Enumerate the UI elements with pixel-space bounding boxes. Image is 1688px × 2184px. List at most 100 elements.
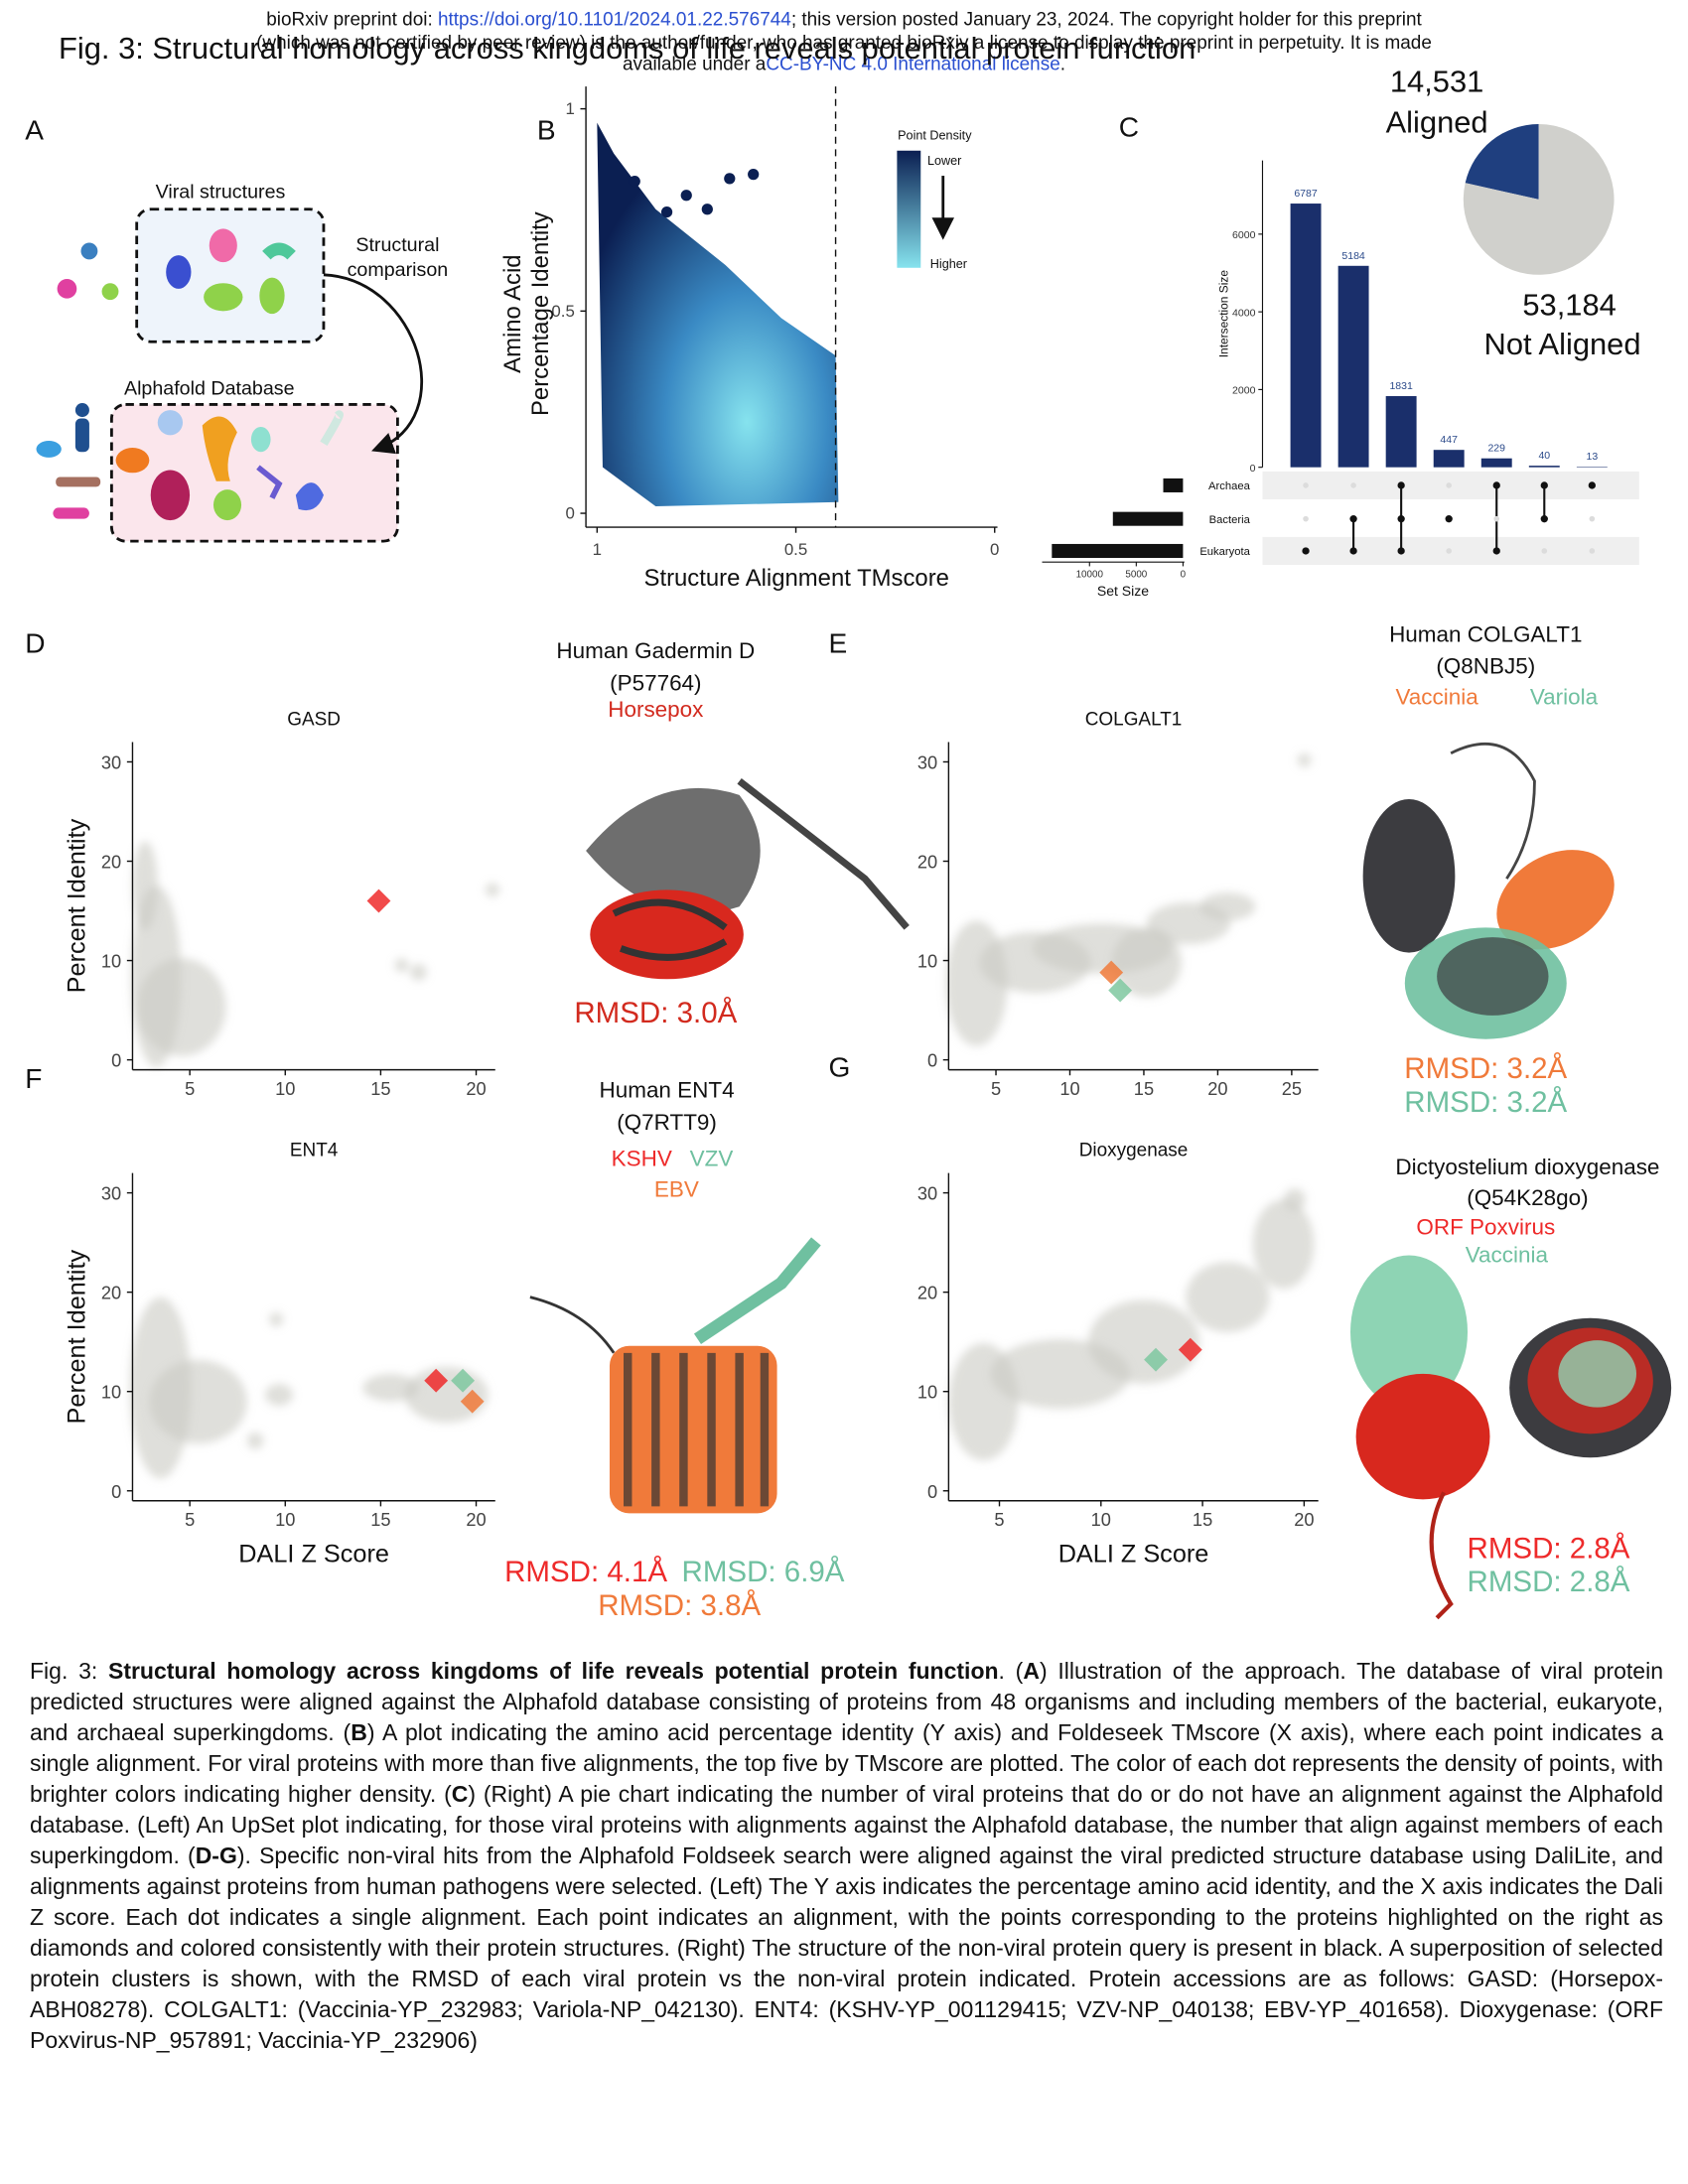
x-tick-label: 15 [1193,1509,1212,1530]
background-cloud [132,841,158,931]
bar-value-label: 447 [1440,434,1458,446]
density-cloud [597,122,839,507]
bar [1290,204,1322,468]
header-line: bioRxiv preprint doi: https://doi.org/10… [266,9,1422,30]
background-points [945,752,1312,1046]
bar-value-label: 5184 [1341,250,1365,262]
virus-icon [101,283,119,301]
x-tick-label: 1 [593,540,602,559]
organism-icon [36,440,62,458]
panel-a-label: comparison [348,259,449,281]
matrix-dot [1589,515,1596,522]
rmsd-label: RMSD: 3.0Å [574,997,737,1029]
structure-accession: (Q8NBJ5) [1436,654,1535,679]
caption-text: . ( [998,1658,1024,1684]
comparison-arrow [323,273,424,455]
highlight-diamond [451,1368,475,1393]
x-tick-label: 10 [1091,1509,1111,1530]
structure-e [1437,937,1549,1016]
protein-blob [157,410,184,436]
set-size-bar [1052,543,1184,559]
background-cloud [394,958,409,973]
header-text: ; this version posted January 23, 2024. … [791,9,1423,30]
structure-g [1350,1255,1469,1410]
matrix-dot [1445,515,1453,523]
y-tick-label: 0.5 [551,302,574,321]
caption-text: ) Illustration of the approach. The data… [30,1658,1663,1745]
y-tick-label: 30 [101,1183,121,1204]
rmsd-label: RMSD: 4.1Å [504,1556,667,1588]
matrix-dot [1397,547,1405,555]
caption-text: Fig. 3: [30,1658,108,1684]
x-tick-label: 10 [275,1509,295,1530]
y-tick-label: 4000 [1232,307,1256,319]
structure-d [586,787,761,914]
y-tick-label: 10 [917,1382,937,1403]
y-tick-label: 20 [101,1283,121,1303]
structure-e [1496,850,1615,950]
highlight-diamond [1099,960,1124,985]
panel-a-illustration [36,207,424,543]
chart-title: Dioxygenase [1079,1141,1189,1161]
background-cloud [362,1373,419,1403]
bar [1337,265,1369,468]
structure-g [1429,1491,1454,1620]
panel-a-label: Structural [355,234,439,256]
background-cloud [1297,752,1312,767]
background-cloud [1087,1299,1200,1384]
virus-name: Vaccinia [1395,685,1478,710]
y-tick-label: 2000 [1232,385,1256,397]
set-label: Eukaryota [1199,546,1250,558]
pie-category-label: Not Aligned [1484,327,1641,361]
y-tick-label: 6000 [1232,229,1256,241]
x-tick-label: 0 [990,540,999,559]
virus-icon [57,279,77,299]
matrix-dot [1541,548,1548,554]
legend-gradient [897,150,921,268]
protein-blob [202,416,237,481]
protein-blob [259,277,285,315]
background-cloud [136,958,226,1056]
bar-value-label: 40 [1538,450,1550,462]
highlight-diamond [1144,1347,1168,1372]
rmsd-label: RMSD: 3.8Å [598,1589,761,1622]
protein-blob [150,470,191,521]
protein-blob [209,228,237,263]
x-tick-label: 15 [1134,1078,1154,1099]
rmsd-label: RMSD: 3.2Å [1404,1052,1567,1085]
chart-title: COLGALT1 [1085,710,1183,731]
header-text: available under a [623,54,767,74]
y-tick-label: 30 [917,751,937,772]
protein-blob [212,489,242,521]
organism-icon [74,418,89,453]
panel-label: B [537,115,556,146]
y-tick-label: 30 [917,1183,937,1204]
legend-label: Higher [930,257,967,271]
y-axis-title: Amino Acid [499,254,526,372]
x-tick-label: 20 [466,1078,486,1099]
matrix-dot [1492,481,1500,489]
highlight-diamond [366,888,391,913]
y-tick-label: 0 [927,1481,937,1502]
viral-box [135,207,326,343]
database-box [109,403,399,543]
x-tick-label: 5 [185,1509,195,1530]
structure-accession: (Q54K28go) [1467,1185,1588,1210]
matrix-dot [1492,547,1500,555]
x-tick-label: 0.5 [784,540,807,559]
structure-g [1355,1373,1490,1500]
legend-label: Lower [927,154,961,168]
y-axis-title: Percentage Identity [527,211,554,416]
x-tick-label: 20 [466,1509,486,1530]
matrix-dot [1350,482,1356,488]
background-cloud [1199,892,1256,921]
background-cloud [264,1383,294,1407]
rmsd-label: RMSD: 2.8Å [1468,1566,1630,1598]
structure-f [609,1345,777,1514]
protein-blob [320,410,344,446]
matrix-dot [1397,481,1405,489]
header-link: CC-BY-NC 4.0 International license [766,54,1059,74]
set-tick-label: 10000 [1076,570,1104,581]
rmsd-label: RMSD: 6.9Å [682,1556,845,1588]
x-tick-label: 20 [1207,1078,1227,1099]
